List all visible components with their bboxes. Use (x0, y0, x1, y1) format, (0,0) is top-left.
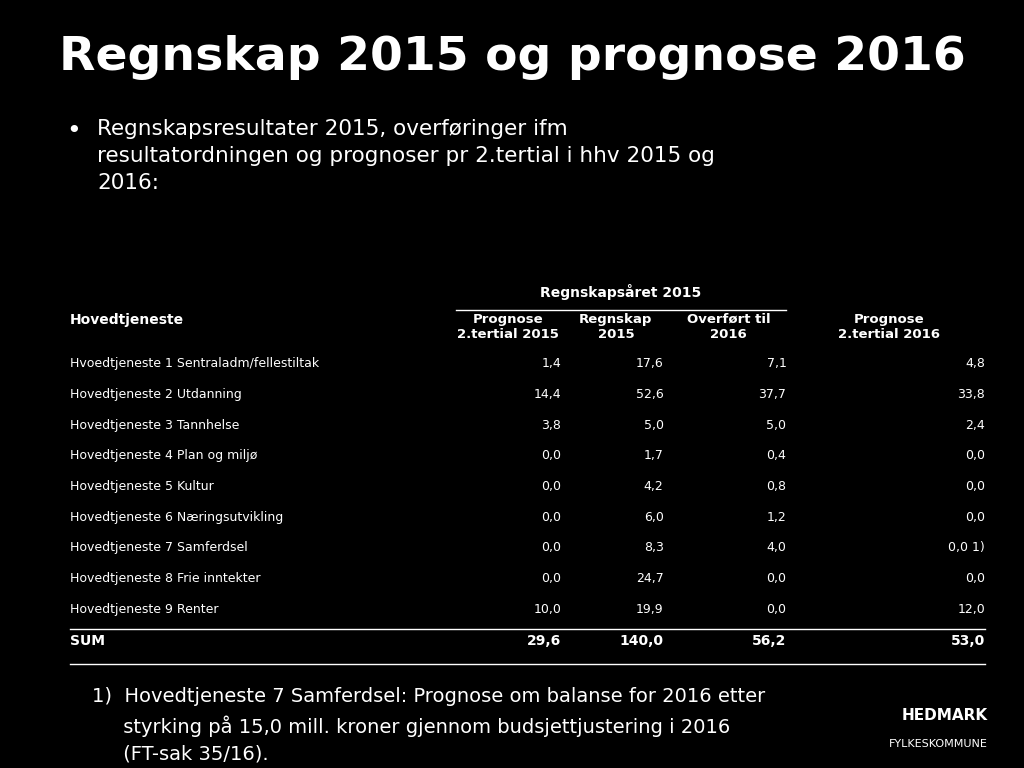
Text: 1)  Hovedtjeneste 7 Samferdsel: Prognose om balanse for 2016 etter
     styrking: 1) Hovedtjeneste 7 Samferdsel: Prognose … (92, 687, 765, 763)
Text: 1,2: 1,2 (767, 511, 786, 524)
Text: 4,0: 4,0 (767, 541, 786, 554)
Text: 0,0: 0,0 (766, 572, 786, 585)
Text: Hovedtjeneste 7 Samferdsel: Hovedtjeneste 7 Samferdsel (70, 541, 248, 554)
Text: 52,6: 52,6 (636, 388, 664, 401)
Text: Regnskapsåret 2015: Regnskapsåret 2015 (541, 284, 701, 300)
Text: 0,0: 0,0 (541, 541, 561, 554)
Text: 0,0: 0,0 (541, 511, 561, 524)
Text: Prognose
2.tertial 2016: Prognose 2.tertial 2016 (839, 313, 940, 341)
Text: Hovedtjeneste 6 Næringsutvikling: Hovedtjeneste 6 Næringsutvikling (70, 511, 283, 524)
Text: 0,0: 0,0 (965, 449, 985, 462)
Text: Prognose
2.tertial 2015: Prognose 2.tertial 2015 (458, 313, 559, 341)
Text: 140,0: 140,0 (620, 634, 664, 647)
Text: SUM: SUM (70, 634, 104, 647)
Text: 0,0: 0,0 (965, 511, 985, 524)
Text: 17,6: 17,6 (636, 357, 664, 370)
Text: Hovedtjeneste 3 Tannhelse: Hovedtjeneste 3 Tannhelse (70, 419, 239, 432)
Text: 1,7: 1,7 (644, 449, 664, 462)
Text: 8,3: 8,3 (644, 541, 664, 554)
Text: 14,4: 14,4 (534, 388, 561, 401)
Text: FYLKESKOMMUNE: FYLKESKOMMUNE (889, 739, 988, 749)
Text: Hovedtjeneste: Hovedtjeneste (70, 313, 183, 326)
Text: 19,9: 19,9 (636, 603, 664, 616)
Text: 24,7: 24,7 (636, 572, 664, 585)
Text: 29,6: 29,6 (527, 634, 561, 647)
Text: 0,0: 0,0 (541, 480, 561, 493)
Text: 7,1: 7,1 (767, 357, 786, 370)
Text: 5,0: 5,0 (643, 419, 664, 432)
Text: 37,7: 37,7 (759, 388, 786, 401)
Text: 5,0: 5,0 (766, 419, 786, 432)
Text: 33,8: 33,8 (957, 388, 985, 401)
Text: 0,4: 0,4 (767, 449, 786, 462)
Text: 4,8: 4,8 (966, 357, 985, 370)
Text: Hvoedtjeneste 1 Sentraladm/fellestiltak: Hvoedtjeneste 1 Sentraladm/fellestiltak (70, 357, 318, 370)
Text: Regnskapsresultater 2015, overføringer ifm
resultatordningen og prognoser pr 2.t: Regnskapsresultater 2015, overføringer i… (97, 119, 715, 194)
Text: Hovedtjeneste 5 Kultur: Hovedtjeneste 5 Kultur (70, 480, 213, 493)
Text: 0,0: 0,0 (541, 449, 561, 462)
Text: 0,0: 0,0 (541, 572, 561, 585)
Text: 0,0: 0,0 (766, 603, 786, 616)
Text: Hovedtjeneste 4 Plan og miljø: Hovedtjeneste 4 Plan og miljø (70, 449, 257, 462)
Text: Overført til
2016: Overført til 2016 (687, 313, 770, 341)
Text: 6,0: 6,0 (644, 511, 664, 524)
Text: 10,0: 10,0 (534, 603, 561, 616)
Text: 4,2: 4,2 (644, 480, 664, 493)
Text: Regnskap 2015 og prognose 2016: Regnskap 2015 og prognose 2016 (58, 35, 966, 80)
Text: Hovedtjeneste 9 Renter: Hovedtjeneste 9 Renter (70, 603, 218, 616)
Text: 0,0 1): 0,0 1) (948, 541, 985, 554)
Text: Hovedtjeneste 8 Frie inntekter: Hovedtjeneste 8 Frie inntekter (70, 572, 260, 585)
Text: Regnskap
2015: Regnskap 2015 (580, 313, 652, 341)
Text: 56,2: 56,2 (752, 634, 786, 647)
Text: 53,0: 53,0 (951, 634, 985, 647)
Text: 0,0: 0,0 (965, 480, 985, 493)
Text: 3,8: 3,8 (542, 419, 561, 432)
Text: 0,8: 0,8 (766, 480, 786, 493)
Text: 12,0: 12,0 (957, 603, 985, 616)
Text: Hovedtjeneste 2 Utdanning: Hovedtjeneste 2 Utdanning (70, 388, 242, 401)
Text: 0,0: 0,0 (965, 572, 985, 585)
Text: HEDMARK: HEDMARK (902, 708, 988, 723)
Text: 1,4: 1,4 (542, 357, 561, 370)
Text: 2,4: 2,4 (966, 419, 985, 432)
Text: •: • (67, 119, 81, 143)
